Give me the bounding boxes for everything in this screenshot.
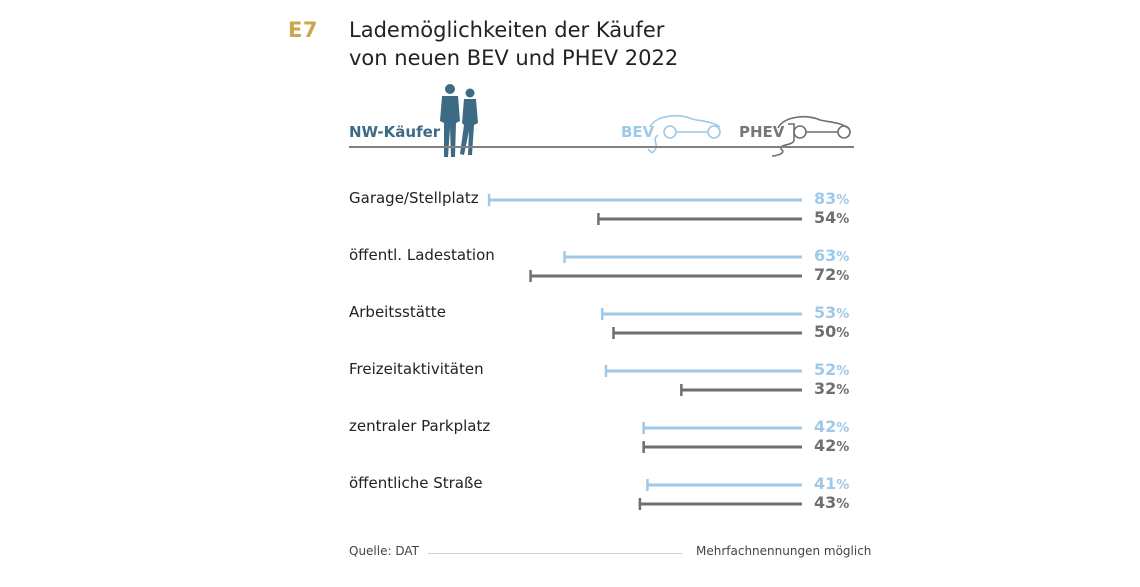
value-unit: % bbox=[836, 364, 850, 379]
legend-buyers-label: NW-Käufer bbox=[349, 123, 441, 141]
bev-value-label: 53% bbox=[814, 303, 849, 322]
category-label: öffentliche Straße bbox=[349, 474, 483, 492]
figure-tag: E7 bbox=[288, 18, 318, 42]
phev-value-label: 42% bbox=[814, 436, 849, 455]
value-number: 72 bbox=[814, 265, 837, 284]
value-number: 41 bbox=[814, 474, 837, 493]
category-label: öffentl. Ladestation bbox=[349, 246, 495, 264]
value-number: 54 bbox=[814, 208, 837, 227]
value-number: 42 bbox=[814, 436, 837, 455]
bev-value-label: 63% bbox=[814, 246, 849, 265]
value-unit: % bbox=[836, 383, 850, 398]
source-text: Quelle: DAT bbox=[349, 544, 419, 558]
value-number: 52 bbox=[814, 360, 837, 379]
value-unit: % bbox=[836, 497, 850, 512]
bev-value-label: 52% bbox=[814, 360, 849, 379]
chart-title-line-2: von neuen BEV und PHEV 2022 bbox=[349, 46, 679, 70]
phev-car-icon bbox=[771, 115, 851, 157]
footer-divider bbox=[428, 553, 682, 554]
chart-title: Lademöglichkeiten der Käufer von neuen B… bbox=[349, 16, 869, 72]
phev-value-label: 72% bbox=[814, 265, 849, 284]
buyers-silhouette-icon bbox=[440, 84, 478, 157]
bev-value-label: 41% bbox=[814, 474, 849, 493]
bev-value-label: 83% bbox=[814, 189, 849, 208]
category-label: Arbeitsstätte bbox=[349, 303, 446, 321]
footnote-text: Mehrfachnennungen möglich bbox=[696, 544, 872, 558]
value-unit: % bbox=[836, 193, 850, 208]
value-unit: % bbox=[836, 269, 850, 284]
value-number: 43 bbox=[814, 493, 837, 512]
value-unit: % bbox=[836, 212, 850, 227]
value-number: 53 bbox=[814, 303, 837, 322]
value-number: 63 bbox=[814, 246, 837, 265]
legend-phev-label: PHEV bbox=[739, 123, 785, 141]
bev-car-icon bbox=[647, 114, 721, 154]
value-number: 83 bbox=[814, 189, 837, 208]
category-label: Garage/Stellplatz bbox=[349, 189, 479, 207]
category-label: Freizeitaktivitäten bbox=[349, 360, 484, 378]
value-unit: % bbox=[836, 250, 850, 265]
legend-baseline bbox=[349, 146, 854, 148]
phev-value-label: 43% bbox=[814, 493, 849, 512]
value-number: 50 bbox=[814, 322, 837, 341]
value-unit: % bbox=[836, 440, 850, 455]
value-number: 32 bbox=[814, 379, 837, 398]
value-unit: % bbox=[836, 326, 850, 341]
phev-value-label: 50% bbox=[814, 322, 849, 341]
phev-value-label: 32% bbox=[814, 379, 849, 398]
value-unit: % bbox=[836, 307, 850, 322]
phev-value-label: 54% bbox=[814, 208, 849, 227]
chart-title-line-1: Lademöglichkeiten der Käufer bbox=[349, 18, 665, 42]
value-unit: % bbox=[836, 478, 850, 493]
value-unit: % bbox=[836, 421, 850, 436]
bev-value-label: 42% bbox=[814, 417, 849, 436]
category-label: zentraler Parkplatz bbox=[349, 417, 491, 435]
value-number: 42 bbox=[814, 417, 837, 436]
legend-bev-label: BEV bbox=[621, 123, 655, 141]
